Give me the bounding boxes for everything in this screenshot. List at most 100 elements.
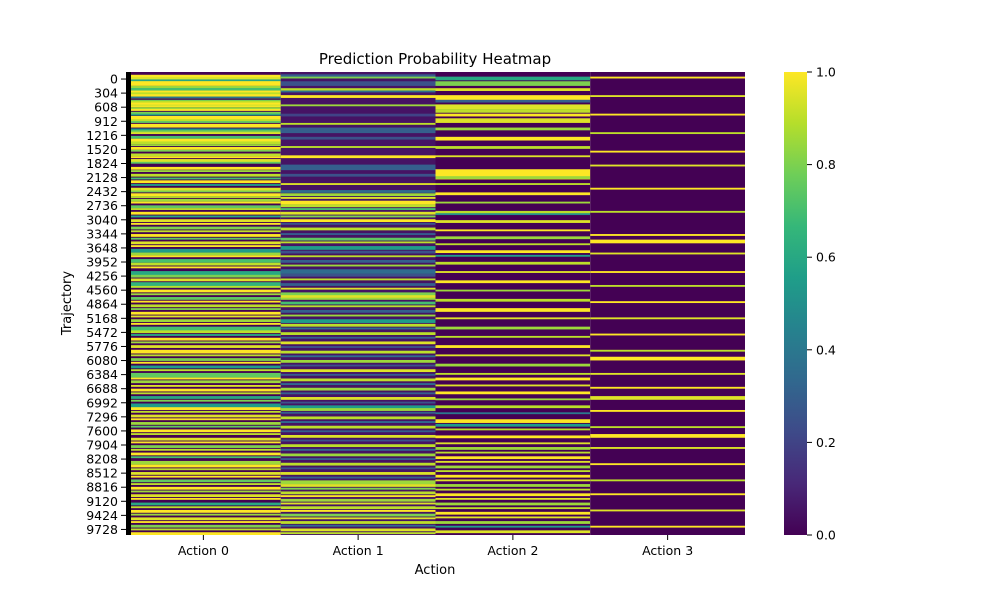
heatmap-cell (280, 506, 436, 510)
heatmap-cell (280, 164, 436, 171)
y-tick-label: 1216 (86, 128, 118, 143)
heatmap-cell (435, 372, 591, 375)
heatmap-cell (435, 261, 591, 265)
heatmap-cell (590, 150, 745, 153)
heatmap-cell (126, 187, 281, 192)
heatmap-cell (126, 159, 281, 163)
heatmap-cell (435, 377, 591, 381)
heatmap-cell (126, 219, 281, 223)
heatmap-cell (435, 412, 591, 415)
heatmap-cell (126, 369, 281, 372)
y-tick-label: 3040 (86, 212, 118, 227)
heatmap-cell (280, 74, 436, 78)
heatmap-cell (590, 234, 745, 236)
heatmap-cell (126, 502, 281, 506)
heatmap-cell (126, 119, 281, 123)
heatmap-column-background (590, 72, 745, 535)
heatmap-cell (590, 493, 745, 496)
heatmap-cell (126, 161, 281, 164)
heatmap-cell (280, 250, 436, 254)
heatmap-cell (126, 74, 281, 79)
heatmap-cell (280, 208, 436, 210)
heatmap-cell (590, 386, 745, 389)
heatmap-cell (435, 220, 591, 223)
y-tick-label: 3952 (86, 255, 118, 270)
heatmap-cell (126, 141, 281, 145)
heatmap-cell (126, 271, 281, 276)
heatmap-cell (126, 380, 281, 384)
heatmap-cell (126, 322, 281, 325)
heatmap-cell (435, 250, 591, 254)
heatmap-cell (126, 184, 281, 186)
heatmap-cell (280, 341, 436, 345)
heatmap-cell (590, 187, 745, 190)
heatmap-cell (280, 444, 436, 448)
heatmap-cell (280, 425, 436, 429)
heatmap-cell (126, 349, 281, 354)
heatmap-cell (280, 222, 436, 225)
heatmap-cell (126, 433, 281, 435)
heatmap-cell (126, 104, 281, 107)
colorbar-tick-label: 0.2 (816, 435, 836, 450)
heatmap-cell (435, 113, 591, 117)
heatmap-cell (280, 200, 436, 205)
heatmap-cell (435, 81, 591, 86)
heatmap-cell (435, 521, 591, 524)
heatmap-cell (126, 410, 281, 413)
y-axis-title: Trajectory (60, 271, 75, 336)
heatmap-cell (435, 335, 591, 338)
heatmap-cell (435, 511, 591, 515)
y-tick-label: 4256 (86, 269, 118, 284)
heatmap-cell (126, 289, 281, 293)
heatmap-cell (280, 411, 436, 414)
heatmap-cell (280, 350, 436, 354)
heatmap-cell (126, 361, 281, 364)
heatmap-cell (126, 166, 281, 170)
y-tick-label: 9728 (86, 522, 118, 537)
heatmap-cell (126, 241, 281, 245)
heatmap-cell (280, 373, 436, 376)
heatmap-cell (590, 479, 745, 482)
heatmap-cell (280, 301, 436, 305)
heatmap-cell (590, 95, 745, 98)
x-tick-label: Action 1 (333, 543, 384, 558)
heatmap-cell (280, 237, 436, 241)
heatmap-cell (126, 208, 281, 210)
y-tick-label: 5776 (86, 339, 118, 354)
heatmap-cell (126, 414, 281, 418)
heatmap-edge (126, 72, 131, 535)
heatmap-cell (435, 502, 591, 506)
heatmap-cell (126, 506, 281, 509)
heatmap-cell (590, 164, 745, 167)
heatmap-cell (280, 502, 436, 505)
heatmap-cell (435, 271, 591, 273)
heatmap-cell (280, 204, 436, 208)
heatmap-cell (590, 426, 745, 429)
heatmap-cell (280, 292, 436, 297)
y-tick-label: 608 (94, 100, 118, 115)
heatmap-cell (126, 107, 281, 110)
heatmap-cell (435, 465, 591, 469)
heatmap-cell (126, 193, 281, 197)
heatmap-cell (126, 497, 281, 500)
heatmap-cell (435, 99, 591, 103)
heatmap-cell (435, 516, 591, 519)
heatmap-cell (126, 377, 281, 380)
heatmap-cell (126, 513, 281, 516)
heatmap-cell (280, 467, 436, 470)
heatmap-cell (280, 227, 436, 231)
heatmap-cell (126, 255, 281, 258)
heatmap-cell (280, 81, 436, 86)
heatmap-cell (126, 445, 281, 448)
heatmap-cell (126, 304, 281, 308)
heatmap-cell (126, 297, 281, 300)
heatmap-cell (435, 345, 591, 348)
heatmap-cell (280, 359, 436, 363)
heatmap-cell (126, 222, 281, 225)
heatmap-cell (280, 439, 436, 442)
y-tick-label: 2432 (86, 184, 118, 199)
heatmap-cell (590, 252, 745, 255)
colorbar-tick-label: 0.8 (816, 157, 836, 172)
heatmap-cell (126, 201, 281, 204)
